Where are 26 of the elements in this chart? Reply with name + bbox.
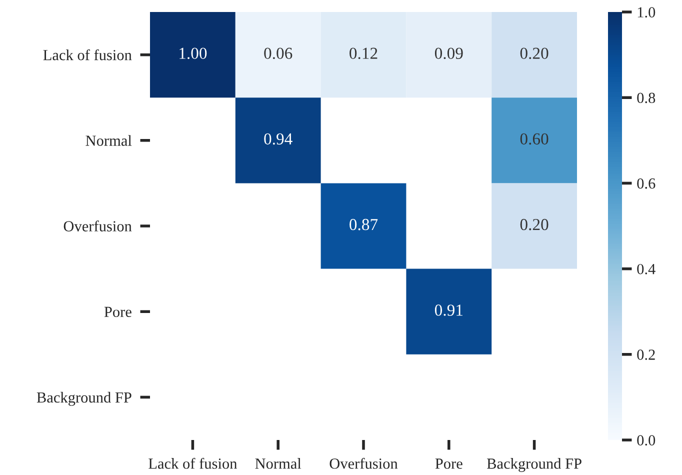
data-label: 0.09 [434, 48, 463, 60]
color-bar-label: 0.4 [637, 264, 656, 274]
data-label: 0.06 [264, 48, 292, 60]
x-tick-label: Background FP [486, 458, 582, 472]
x-tick-label: Overfusion [330, 458, 398, 469]
color-bar-label: 0.8 [637, 92, 656, 104]
x-tick-label: Normal [255, 458, 302, 469]
y-tick-label: Lack of fusion [43, 49, 132, 60]
data-label: 0.20 [520, 218, 548, 230]
data-label: 1.00 [180, 48, 207, 60]
data-label: 0.60 [520, 133, 548, 145]
data-label: 0.91 [434, 304, 462, 316]
y-tick-label: Pore [104, 306, 132, 318]
color-bar-label: 0.2 [637, 350, 655, 360]
color-bar-label: 0.6 [637, 178, 656, 189]
data-label: 0.20 [520, 48, 548, 60]
data-label: 0.12 [350, 48, 378, 60]
y-tick-label: Overfusion [64, 220, 132, 232]
x-tick-label: Pore [435, 458, 462, 469]
y-tick-label: Normal [86, 135, 132, 146]
data-label: 0.87 [350, 218, 378, 230]
color-bar-label: 0.0 [637, 435, 656, 446]
y-tick-label: Background FP [36, 392, 132, 406]
color-bar-label: 1.0 [638, 7, 656, 18]
data-label: 0.94 [264, 133, 292, 145]
x-tick-label: Lack of fusion [148, 458, 238, 469]
